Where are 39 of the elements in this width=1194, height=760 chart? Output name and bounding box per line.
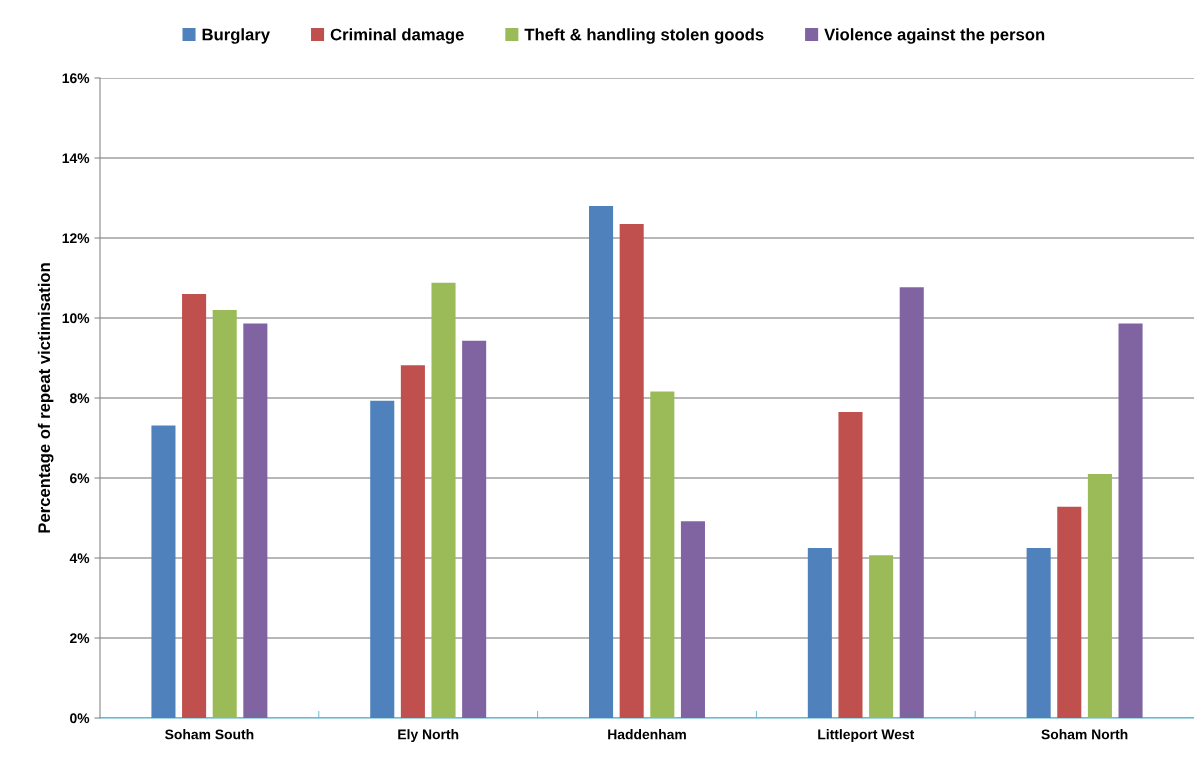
bar: [650, 391, 675, 718]
bar: [680, 521, 705, 718]
bar: [212, 310, 237, 718]
bar: [838, 412, 863, 718]
bar: [899, 287, 924, 718]
bar: [869, 555, 894, 718]
x-tick-label: Haddenham: [608, 729, 686, 740]
bar: [243, 323, 268, 718]
bar: [182, 294, 207, 718]
y-tick-label: 0%: [70, 713, 90, 724]
y-tick-label: 6%: [70, 473, 90, 484]
bar: [1087, 474, 1112, 718]
y-tick-label: 8%: [69, 393, 90, 404]
bar: [1057, 506, 1082, 718]
bar: [462, 340, 487, 718]
x-tick-label: Littleport West: [818, 729, 915, 743]
y-axis-title: Percentage of repeat victimisation: [37, 263, 54, 533]
y-tick-label: 16%: [62, 73, 90, 84]
bar: [589, 206, 614, 718]
y-tick-label: 14%: [62, 153, 90, 164]
bar: [1026, 548, 1051, 718]
bar: [400, 365, 425, 718]
legend-label: Theft & handling stolen goods: [524, 28, 764, 44]
y-tick-label: 4%: [69, 553, 90, 564]
bar: [151, 425, 176, 718]
bar: [619, 224, 644, 718]
legend-label: Burglary: [202, 28, 270, 44]
bar: [807, 548, 832, 718]
x-tick-label: Soham South: [165, 729, 254, 740]
bar: [431, 282, 456, 718]
bar: [370, 400, 395, 718]
x-tick-label: Ely North: [398, 729, 459, 743]
legend-label: Violence against the person: [824, 28, 1045, 44]
y-tick-label: 10%: [62, 313, 90, 324]
legend-label: Criminal damage: [330, 28, 464, 44]
x-tick-label: Soham North: [1041, 729, 1128, 740]
y-tick-label: 12%: [62, 233, 90, 244]
y-tick-label: 2%: [69, 633, 90, 644]
bar: [1118, 323, 1143, 718]
